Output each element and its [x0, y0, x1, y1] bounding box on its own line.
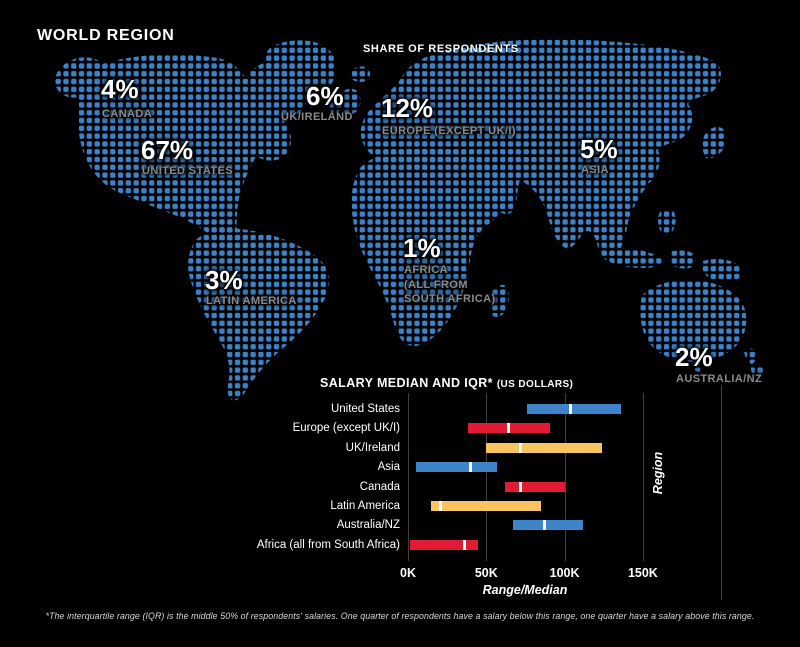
island-tasmania — [691, 360, 705, 372]
chart-plot-area: 0K 50K 100K 150K United States Europe (except… — [0, 370, 800, 610]
x-tick-label-0K: 0K — [400, 566, 416, 580]
region-percentage-latin-america: 3% — [205, 265, 243, 295]
gridline-0K — [408, 393, 409, 561]
region-percentage-europe: 12% — [381, 93, 434, 123]
median-tick — [506, 423, 510, 434]
x-tick-label-100K: 100K — [549, 566, 580, 580]
footnote: *The interquartile range (IQR) is the mi… — [45, 611, 755, 621]
continent-africa — [351, 147, 507, 347]
salary-chart: SALARY MEDIAN AND IQR* (US DOLLARS) 0K 50… — [0, 370, 800, 610]
chart-row-label: Africa (all from South Africa) — [256, 538, 400, 551]
chart-row-label: United States — [330, 403, 400, 415]
region-name-australia-nz: AUSTRALIA/NZ — [676, 373, 763, 385]
region-name-canada: CANADA — [102, 108, 153, 120]
map-subtitle: SHARE OF RESPONDENTS — [363, 43, 519, 55]
iqr-range-bar — [415, 462, 498, 473]
chart-title: SALARY MEDIAN AND IQR* (US DOLLARS) — [320, 376, 573, 390]
chart-row-label: Latin America — [330, 500, 400, 512]
iqr-range-bar — [512, 520, 584, 531]
island-new-guinea — [700, 259, 742, 282]
island-new-zealand-north — [744, 348, 758, 364]
region-percentage-united-states: 67% — [141, 135, 194, 165]
region-name-europe: EUROPE (EXCEPT UK/I) — [382, 125, 516, 137]
x-tick-label-150K: 150K — [627, 566, 658, 580]
island-greenland — [265, 40, 337, 100]
continent-north-america — [77, 54, 309, 253]
region-name-uk-ireland: UK/IRELAND — [281, 111, 353, 123]
region-percentage-canada: 4% — [101, 74, 139, 104]
continent-australia — [640, 280, 747, 363]
region-name-africa: AFRICA (ALL FROM SOUTH AFRICA) — [404, 264, 496, 305]
median-tick — [462, 539, 466, 550]
island-iceland — [350, 66, 370, 82]
region-name-asia: ASIA — [581, 164, 609, 176]
iqr-range-bar — [505, 481, 565, 492]
chart-title-suffix: (US DOLLARS) — [496, 379, 574, 390]
island-new-zealand-south — [750, 364, 764, 378]
plot-right-frame-line — [721, 385, 723, 600]
island-great-britain — [339, 88, 361, 115]
median-tick — [519, 481, 523, 492]
island-philippines — [658, 209, 676, 235]
iqr-range-bar — [486, 442, 603, 453]
chart-row-label: Canada — [359, 480, 400, 493]
y-axis-label: Region — [651, 451, 665, 495]
island-japan — [702, 127, 727, 159]
region-percentage-africa: 1% — [403, 233, 441, 263]
chart-row-label: Asia — [377, 461, 400, 474]
region-name-latin-america: LATIN AMERICA — [206, 295, 297, 307]
median-tick — [542, 520, 546, 531]
islands-indonesia — [606, 248, 664, 268]
chart-row-label: Europe (except UK/I) — [292, 422, 400, 435]
region-name-united-states: UNITED STATES — [142, 165, 233, 177]
iqr-range-bar — [431, 501, 542, 511]
chart-row-label: Australia/NZ — [336, 519, 400, 532]
region-percentage-uk-ireland: 6% — [306, 81, 344, 111]
iqr-range-bar — [527, 404, 621, 414]
chart-row-label: UK/Ireland — [345, 441, 400, 454]
median-tick — [519, 442, 523, 453]
island-borneo — [670, 250, 696, 269]
page-title: WORLD REGION — [37, 27, 175, 44]
continent-eurasia — [360, 39, 721, 261]
island-ireland — [329, 102, 341, 114]
gridline-150K — [642, 393, 644, 561]
island-madagascar — [490, 284, 509, 317]
x-axis-label: Range/Median — [482, 583, 568, 597]
chart-title-main: SALARY MEDIAN AND IQR* — [320, 376, 493, 390]
median-tick — [569, 404, 573, 414]
region-percentage-australia-nz: 2% — [675, 342, 713, 372]
region-percentage-asia: 5% — [580, 134, 618, 164]
gridline-50K — [486, 393, 488, 561]
continent-south-america — [187, 228, 330, 401]
x-tick-label-50K: 50K — [474, 566, 498, 580]
iqr-range-bar — [409, 539, 479, 550]
median-tick — [469, 462, 473, 473]
gridline-100K — [564, 393, 566, 561]
median-tick — [439, 501, 443, 511]
